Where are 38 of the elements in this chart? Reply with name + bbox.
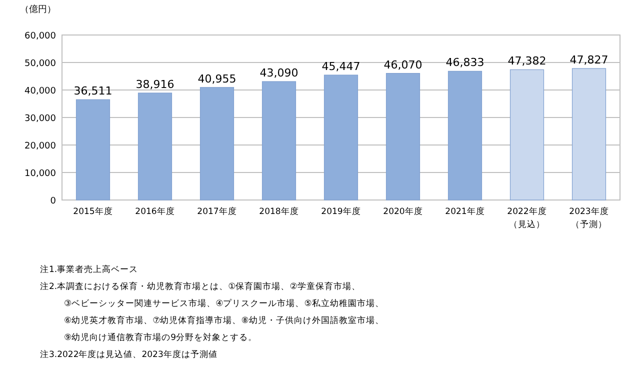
x-tick-label: 2019年度	[321, 206, 361, 217]
data-label: 46,070	[384, 58, 422, 72]
bar	[262, 81, 296, 200]
data-label: 38,916	[136, 78, 174, 91]
data-label: 40,955	[198, 72, 236, 86]
x-tick-label: 2021年度	[445, 206, 485, 217]
y-tick-label: 40,000	[24, 86, 56, 96]
y-tick-label: 10,000	[24, 169, 56, 179]
y-tick-label: 50,000	[24, 59, 56, 69]
y-tick-label: 60,000	[24, 32, 56, 42]
bar	[572, 68, 606, 200]
x-tick-label: 2017年度	[197, 206, 237, 217]
bar	[448, 70, 482, 200]
data-label: 47,827	[570, 53, 608, 66]
text: 注1.事業者売上高ベース	[40, 264, 138, 275]
bar	[510, 69, 544, 200]
x-tick-label: 2022年度（見込）	[507, 206, 547, 230]
bar	[76, 99, 110, 200]
data-label: 47,382	[508, 54, 546, 68]
x-tick-label: 2015年度	[73, 206, 113, 217]
data-label: 43,090	[260, 66, 298, 80]
x-tick-label: 2018年度	[259, 206, 299, 217]
data-label: 45,447	[322, 60, 360, 74]
x-tick-label: 2023年度（予測）	[569, 206, 609, 230]
y-axis-title: （億円）	[20, 4, 56, 15]
bar	[200, 87, 234, 200]
data-label: 36,511	[74, 84, 112, 98]
y-tick-label: 30,000	[24, 114, 56, 124]
text: 注3.2022年度は見込値、2023年度は予測値	[40, 349, 218, 360]
x-tick-label: 2016年度	[135, 206, 175, 217]
bar	[386, 73, 420, 200]
y-tick-label: 20,000	[24, 142, 56, 152]
data-label: 46,833	[446, 56, 484, 70]
x-tick-label: 2020年度	[383, 206, 423, 217]
bar	[138, 92, 172, 200]
y-tick-label: 0	[50, 196, 56, 206]
text: 注2.本調査における保育・幼児教育市場とは、①保育園市場、②学童保育市場、 ③ベビーシッター関連サービス市場、④プリスクール市場、⑤私立幼稚園市場、 ⑥幼児英才教育市場、⑦幼児体育指導市場、⑧幼児・子供向け外国語教室市場、 ⑨幼児向け通信教育市場の9分野を対象とする。	[40, 281, 384, 343]
bar	[324, 74, 358, 200]
